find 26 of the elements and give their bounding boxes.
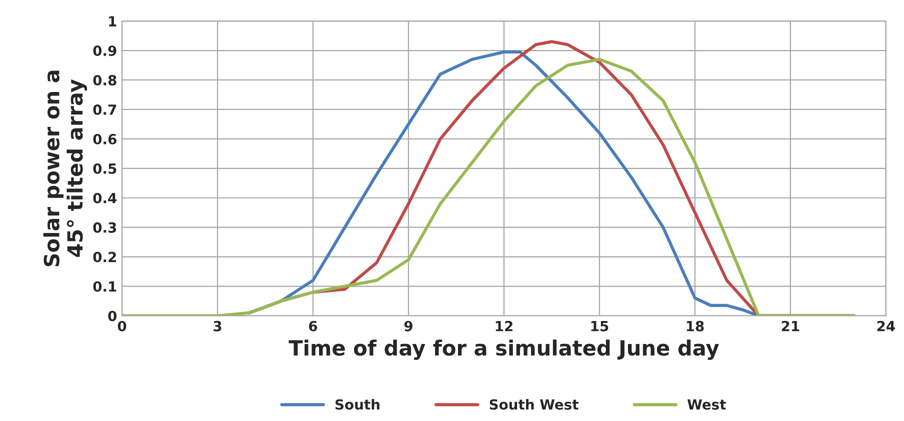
x-tick-label: 3 xyxy=(214,320,222,332)
x-tick-label: 12 xyxy=(496,320,512,332)
y-tick-label: 0.6 xyxy=(93,134,116,144)
legend-label: South xyxy=(336,398,380,410)
y-tick-label: 0.5 xyxy=(93,163,116,174)
y-tick-label: 0 xyxy=(108,310,117,322)
legend-label: West xyxy=(687,399,726,410)
y-tick-label: 1 xyxy=(109,16,116,26)
legend-label: South West xyxy=(490,398,578,410)
x-tick-label: 18 xyxy=(686,320,704,332)
x-tick-label: 21 xyxy=(782,320,800,332)
y-tick-label: 0.1 xyxy=(93,281,116,292)
x-tick-label: 0 xyxy=(118,320,126,332)
x-tick-label: 15 xyxy=(591,321,608,332)
y-tick-label: 0.9 xyxy=(93,45,116,56)
x-axis-title: Time of day for a simulated June day xyxy=(288,340,719,360)
y-tick-label: 0.3 xyxy=(93,222,116,233)
x-tick-label: 24 xyxy=(877,320,895,332)
y-tick-label: 0.2 xyxy=(93,252,116,262)
x-tick-label: 6 xyxy=(309,320,318,332)
y-tick-label: 0.7 xyxy=(93,104,116,115)
y-axis-title: Solar power on a 45° tilted array xyxy=(43,70,88,266)
line-series xyxy=(122,58,856,316)
x-tick-label: 9 xyxy=(404,320,412,332)
y-tick-label: 0.8 xyxy=(93,74,116,86)
y-tick-label: 0.4 xyxy=(93,192,117,204)
